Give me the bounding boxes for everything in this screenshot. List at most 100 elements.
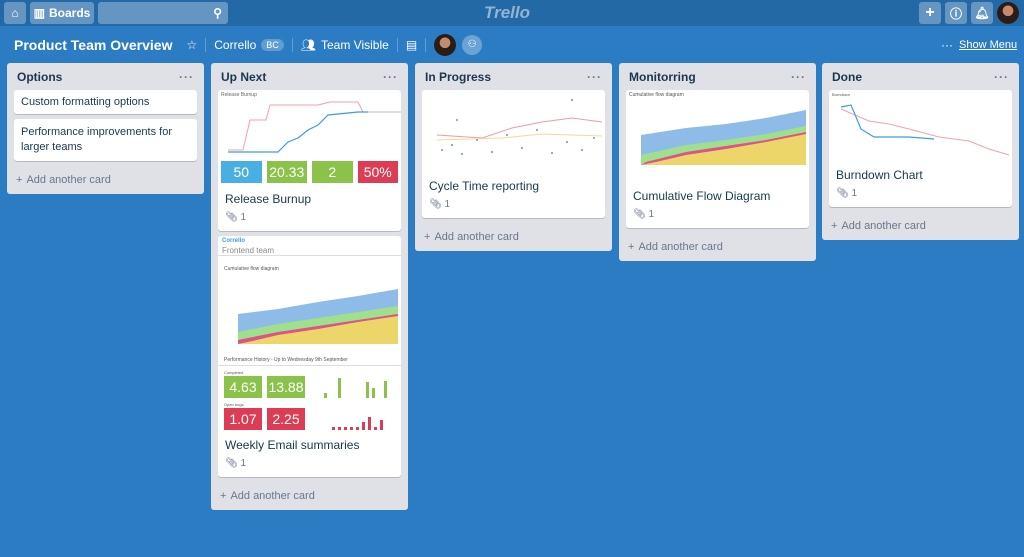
stat-tile: 4.63 (224, 376, 262, 398)
list-menu-icon[interactable]: ··· (587, 69, 602, 84)
stat-tile: 1.07 (224, 408, 262, 430)
card[interactable]: Performance improvements for larger team… (14, 119, 197, 161)
paperclip-icon: 📎︎ (225, 212, 238, 223)
plus-icon: + (16, 174, 23, 186)
list-title[interactable]: Monitorring (629, 69, 696, 84)
card-title: Weekly Email summaries (225, 438, 360, 452)
paperclip-icon: 📎︎ (225, 458, 238, 469)
card-title: Release Burnup (225, 192, 312, 206)
butler-icon[interactable]: ▤ (405, 38, 418, 52)
top-bar: ⌂ ▥ Boards ⚲ Trello + ⓘ 🔔︎ (0, 0, 1024, 26)
stat-tile: 13.88 (267, 376, 305, 398)
stat-tile: 20.33 (266, 161, 307, 183)
team-title: Frontend team (218, 246, 401, 256)
attachment-number: 1 (240, 458, 247, 469)
member-avatar[interactable] (434, 34, 457, 56)
card-title: Cumulative Flow Diagram (633, 189, 771, 203)
completed-label: Completed (224, 370, 244, 375)
boards-button[interactable]: ▥ Boards (30, 2, 94, 24)
add-card-button[interactable]: + Add another card (218, 482, 401, 510)
home-icon: ⌂ (11, 6, 19, 20)
stat-tile: 50 (221, 161, 262, 183)
card-title: Burndown Chart (836, 168, 923, 182)
list-menu-icon[interactable]: ··· (179, 69, 194, 84)
team-badge: BC (261, 39, 284, 51)
add-card-button[interactable]: + Add another card (14, 166, 197, 194)
show-menu-button[interactable]: ··· Show Menu (941, 32, 1017, 58)
star-icon[interactable]: ☆ (186, 38, 198, 52)
create-button[interactable]: + (919, 2, 941, 24)
stat-tile: 50% (357, 161, 398, 183)
visibility-button[interactable]: Team Visible (321, 38, 389, 52)
boards-label: Boards (49, 6, 91, 20)
list-done: Done ··· Burndown Burndown Chart 📎︎ 1 + Ad… (822, 63, 1019, 240)
plus-icon: + (831, 220, 838, 232)
list-title[interactable]: Done (832, 69, 862, 84)
list-menu-icon[interactable]: ··· (383, 69, 398, 84)
list-in-progress: In Progress ··· Cycle Time reporting 📎︎ 1… (415, 63, 612, 251)
attachment-number: 1 (240, 212, 247, 223)
board-title[interactable]: Product Team Overview (14, 37, 173, 53)
invite-member-icon[interactable]: ⚇ (462, 35, 483, 55)
performance-history-label: Performance History - Up to Wednesday 9t… (218, 355, 401, 366)
more-icon: ··· (941, 38, 953, 52)
add-card-label: Add another card (230, 490, 315, 502)
card[interactable]: Release Burnup 50 20.33 2 50% Release Bu… (218, 90, 403, 231)
trello-logo[interactable]: Trello (484, 3, 530, 22)
list-title[interactable]: Options (17, 69, 63, 84)
add-card-label: Add another card (434, 231, 519, 243)
add-card-button[interactable]: + Add another card (626, 233, 809, 261)
team-name[interactable]: Corrello (214, 38, 257, 52)
attachment-count: 📎︎ 1 (829, 188, 1012, 207)
list-options: Options ··· Custom formatting options Per… (7, 63, 204, 194)
stat-tile: 2.25 (267, 408, 305, 430)
attachment-number: 1 (648, 209, 655, 220)
add-card-label: Add another card (638, 241, 723, 253)
stat-tile: 2 (312, 161, 353, 183)
board-header: Product Team Overview ☆ Corrello BC 👥︎ T… (14, 32, 483, 58)
info-icon: ⓘ (949, 6, 962, 21)
user-avatar[interactable] (997, 2, 1019, 24)
corrello-logo: Corrello (222, 238, 246, 244)
list-up-next: Up Next ··· Release Burnup 50 20.33 2 50%… (211, 63, 408, 510)
list-menu-icon[interactable]: ··· (791, 69, 806, 84)
list-title[interactable]: Up Next (221, 69, 267, 84)
search-input[interactable]: ⚲ (98, 2, 228, 24)
completed-bar-chart (324, 378, 387, 398)
show-menu-label: Show Menu (959, 39, 1018, 51)
paperclip-icon: 📎︎ (633, 209, 646, 220)
card[interactable]: Burndown Burndown Chart 📎︎ 1 (829, 90, 1012, 207)
paperclip-icon: 📎︎ (836, 188, 849, 199)
open-bugs-label: Open bugs (224, 402, 244, 407)
notifications-button[interactable]: 🔔︎ (971, 2, 993, 24)
plus-icon: + (628, 241, 635, 253)
card[interactable]: Custom formatting options (14, 90, 197, 114)
chart-title: Burndown (832, 92, 851, 97)
cumulative-flow-chart (641, 110, 806, 165)
card-title: Performance improvements for larger team… (21, 126, 172, 153)
boards-icon: ▥ (33, 6, 45, 20)
chart-title: Release Burnup (221, 92, 257, 98)
plus-icon: + (220, 490, 227, 502)
card[interactable]: Cumulative flow diagram Cumulative Flow … (626, 90, 809, 228)
add-card-button[interactable]: + Add another card (422, 223, 605, 251)
home-button[interactable]: ⌂ (4, 2, 26, 24)
attachment-count: 📎︎ 1 (218, 212, 401, 231)
list-title[interactable]: In Progress (425, 69, 492, 84)
cycle-time-chart (436, 99, 603, 155)
attachment-number: 1 (851, 188, 858, 199)
info-button[interactable]: ⓘ (945, 2, 967, 24)
card[interactable]: Cycle Time reporting 📎︎ 1 (422, 90, 605, 218)
attachment-count: 📎︎ 1 (422, 199, 605, 218)
card[interactable]: Corrello Frontend team Cumulative flow d… (218, 236, 401, 477)
chart-title: Cumulative flow diagram (629, 92, 684, 98)
list-monitoring: Monitorring ··· Cumulative flow diagram C… (619, 63, 816, 261)
card-title: Custom formatting options (21, 96, 150, 108)
bugs-bar-chart (332, 417, 383, 430)
add-card-button[interactable]: + Add another card (829, 212, 1012, 240)
attachment-number: 1 (444, 199, 451, 210)
add-card-label: Add another card (26, 174, 111, 186)
plus-icon: + (925, 4, 935, 21)
add-card-label: Add another card (841, 220, 926, 232)
list-menu-icon[interactable]: ··· (994, 69, 1009, 84)
